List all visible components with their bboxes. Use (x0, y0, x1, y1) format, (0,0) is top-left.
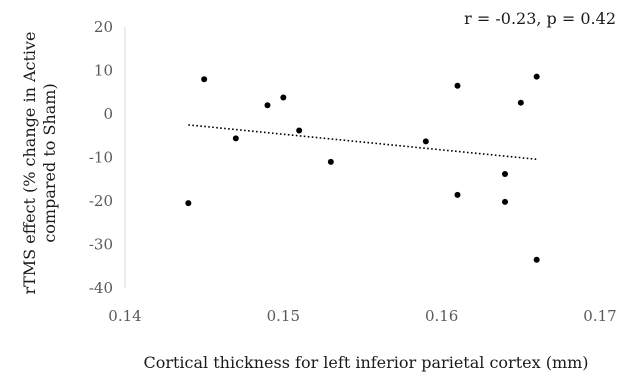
x-tick-label: 0.14 (108, 307, 141, 325)
y-tick-labels: -40 -30 -20 -10 0 10 20 (89, 18, 113, 297)
y-tick-label: -30 (89, 236, 113, 254)
y-axis-title-line-2: compared to Sham) (40, 83, 59, 242)
y-tick-label: 0 (103, 105, 113, 123)
x-tick-labels: 0.14 0.15 0.16 0.17 (108, 307, 616, 325)
data-point (533, 256, 540, 263)
y-tick-label: -40 (89, 279, 113, 297)
data-point (454, 191, 461, 198)
data-point (296, 127, 303, 134)
data-point (517, 99, 524, 106)
stats-annotation: r = -0.23, p = 0.42 (464, 9, 616, 28)
data-point (454, 82, 461, 89)
data-point (502, 198, 508, 205)
data-point (201, 76, 208, 83)
x-tick-label: 0.15 (267, 307, 300, 325)
data-point (280, 94, 287, 101)
data-point (533, 73, 540, 80)
data-point (502, 171, 508, 178)
data-point (327, 158, 334, 165)
trendline (188, 124, 537, 161)
data-point (232, 135, 239, 142)
y-tick-label: -20 (89, 192, 113, 210)
y-tick-label: 10 (94, 62, 113, 80)
y-axis-title-line-1: rTMS effect (% change in Active (20, 31, 39, 294)
data-points (185, 73, 540, 263)
y-axis-title: rTMS effect (% change in Active compared… (20, 31, 59, 294)
x-tick-label: 0.16 (425, 307, 458, 325)
x-tick-label: 0.17 (583, 307, 616, 325)
x-axis-title: Cortical thickness for left inferior par… (143, 353, 588, 372)
trendline-line (188, 124, 537, 161)
data-point (264, 102, 271, 109)
y-tick-label: 20 (94, 18, 113, 36)
data-point (185, 200, 192, 207)
y-tick-label: -10 (89, 149, 113, 167)
data-point (422, 138, 429, 145)
